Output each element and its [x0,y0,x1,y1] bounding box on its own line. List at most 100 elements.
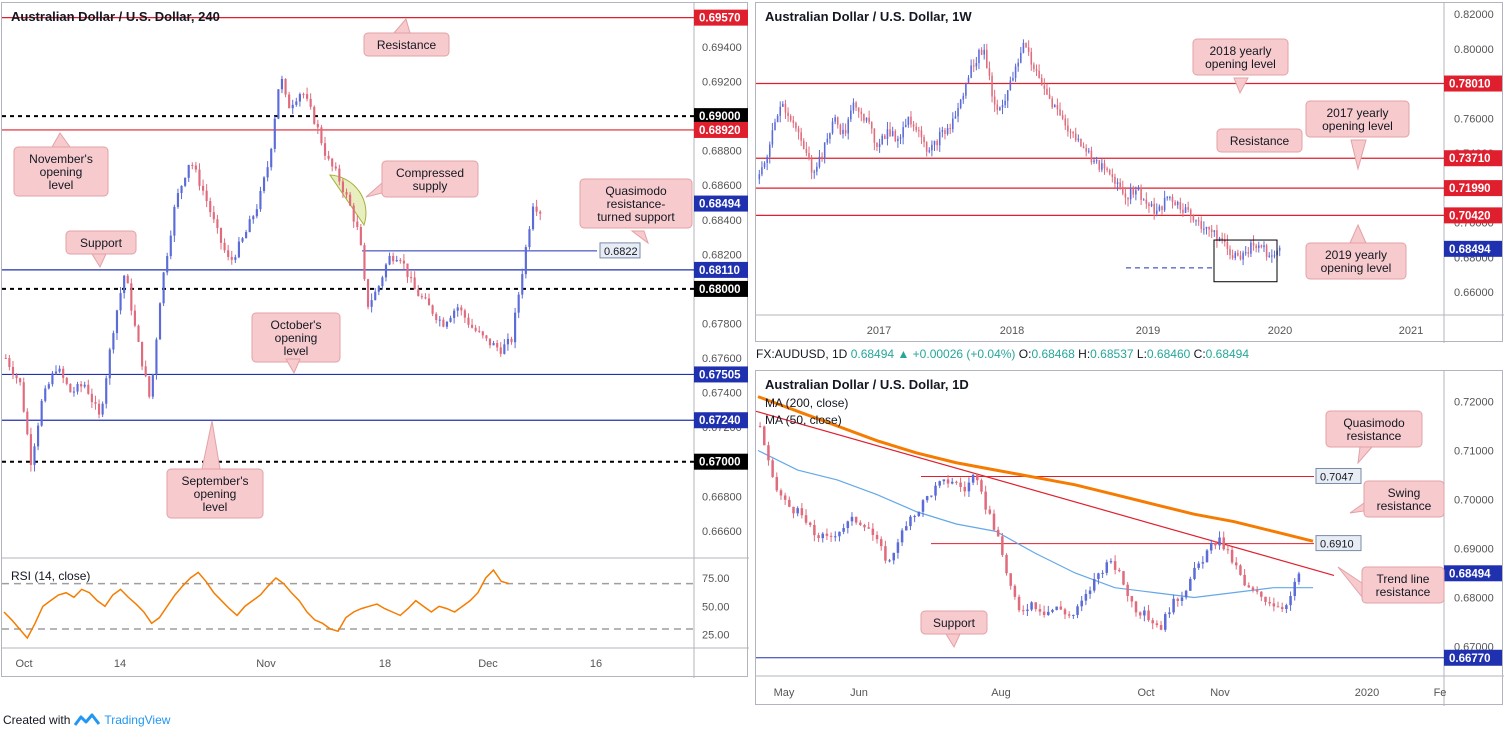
candle-body [1012,78,1014,81]
candle-body [1074,133,1077,141]
candle-body [1184,207,1187,213]
candle-body [954,116,957,119]
candle-body [797,128,800,133]
candle-body [1038,70,1040,78]
candle-body [47,384,50,389]
candle-body [912,124,915,127]
candle-body [763,426,766,446]
callout-2018-yearly-text: 2018 yearly [1209,44,1271,58]
candle-body [162,272,165,304]
callout-support[interactable]: Support [65,230,137,269]
candle-body [4,358,7,360]
weekly-chart-title: Australian Dollar / U.S. Dollar, 1W [765,9,972,24]
h4-chart-svg[interactable]: 0.6822 0.69400 0.69200 0.68800 0.68600 0.6840… [2,3,749,678]
candle-body [1092,578,1096,591]
candle-body [130,283,133,311]
weekly-price-tag: 0.68494 [1449,244,1491,256]
candle-body [470,324,474,328]
callout-2019-yearly-pointer [1349,223,1367,244]
footer-brand[interactable]: TradingView [104,713,171,727]
daily-time-axis-tick: Jun [850,687,868,699]
candle-body [941,130,944,132]
candle-body [796,508,799,514]
candle-body [467,317,470,325]
weekly-price-axis-tick: 0.80000 [1454,44,1494,56]
callout-2019-yearly-text: 2019 yearly [1325,248,1387,262]
candle-body [144,366,147,377]
candle-body [825,533,829,536]
candle-body [863,113,865,121]
candle-body [784,103,787,113]
candle-body [327,155,330,159]
candle-body [1223,239,1226,243]
candle-body [198,169,201,186]
candle-body [758,174,761,180]
candle-body [1063,609,1067,615]
h4-chart-panel[interactable]: 0.6822 0.69400 0.69200 0.68800 0.68600 0.6840… [1,2,749,678]
candle-body [209,201,212,213]
candle-body [72,391,76,393]
candle-body [1047,611,1050,616]
candle-body [1004,100,1006,106]
callout-daily-support-pointer [945,633,961,649]
candle-body [766,156,768,163]
candle-body [1084,594,1088,601]
callout-swing-resistance-text: resistance [1377,499,1432,513]
candle-body [899,137,902,139]
ohlc-last: 0.68494 [850,347,895,361]
candle-body [1182,209,1184,213]
candle-body [889,129,891,137]
candle-body [836,117,839,125]
candle-body [863,524,866,528]
candle-body [938,131,941,146]
candle-body [1126,584,1129,597]
candle-body [133,310,136,326]
callout-october-opening-text: opening [275,331,318,345]
candle-body [959,482,962,487]
candle-body [442,319,445,327]
candle-body [1105,562,1109,573]
h4-price-tag-bg [694,453,748,470]
candle-body [1218,238,1221,241]
candle-body [481,331,484,336]
footer-created-with: Created with [3,713,71,727]
candle-body [852,102,855,111]
candle-body [191,164,194,166]
callout-resistance[interactable]: Resistance [363,17,450,57]
candle-body [871,528,875,535]
h4-price-axis-tick: 0.67600 [702,353,742,365]
candle-body [298,94,301,102]
ohlc-o-label: O: [1018,347,1032,361]
candle-body [1257,245,1260,248]
candle-body [1280,607,1284,610]
candle-body [829,535,833,537]
candle-body [881,135,883,145]
candle-body [978,49,980,64]
daily-chart-panel[interactable]: 0.7047 0.6910 MA (200, close) MA (50, close… [755,370,1504,706]
candle-body [1153,203,1155,214]
candle-body [1017,596,1021,611]
daily-chart-svg[interactable]: 0.7047 0.6910 MA (200, close) MA (50, close… [756,371,1504,706]
candle-body [58,368,61,372]
candle-body [1122,571,1125,585]
candle-body [1026,609,1029,611]
callout-weekly-resistance[interactable]: Resistance [1216,128,1303,153]
candle-body [918,130,920,132]
callout-daily-support[interactable]: Support [920,610,988,649]
weekly-chart-svg[interactable]: 0.820000.800000.760000.740000.700000.680… [756,3,1504,343]
candle-body [245,232,248,239]
candle-body [775,476,779,491]
candle-body [1176,598,1180,601]
weekly-chart-panel[interactable]: 0.820000.800000.760000.740000.700000.680… [755,2,1504,343]
